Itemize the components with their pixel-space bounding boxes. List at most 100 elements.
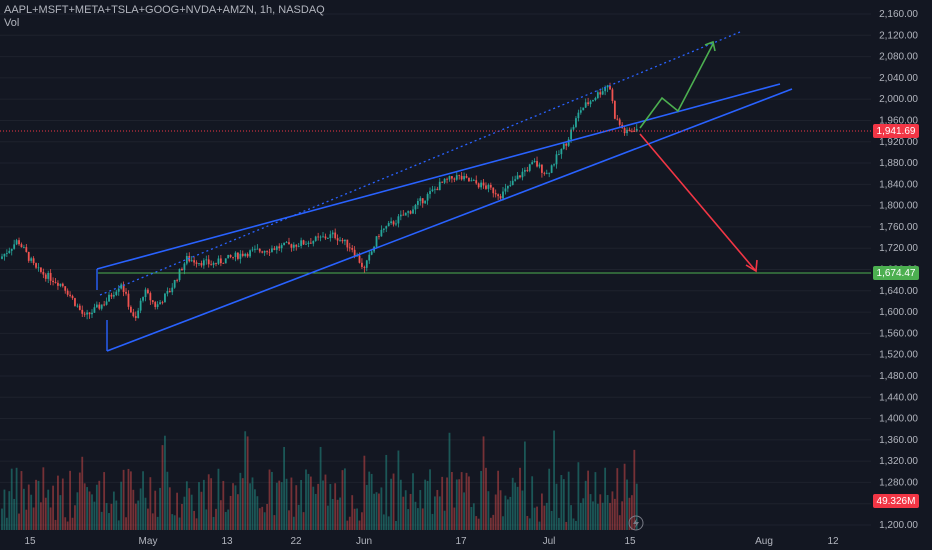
candle-body: [497, 194, 500, 197]
candle-body: [424, 200, 427, 204]
candle-body: [555, 154, 558, 165]
candle-body: [156, 304, 159, 307]
price-tick-label: 2,120.00: [879, 30, 918, 41]
volume-bar: [64, 517, 67, 530]
volume-bar: [635, 483, 638, 530]
candle-body: [171, 287, 174, 293]
candle-body: [531, 162, 534, 165]
volume-bar: [181, 503, 183, 530]
volume-bar: [375, 492, 378, 530]
volume-bar: [302, 512, 305, 530]
volume-bar: [373, 493, 375, 530]
candle-body: [263, 250, 266, 253]
volume-bar: [285, 478, 288, 530]
volume-bar: [579, 502, 582, 530]
channel-lower-line[interactable]: [106, 88, 793, 352]
candle-body: [499, 196, 502, 199]
candle-body: [470, 180, 473, 182]
volume-bar: [317, 483, 320, 530]
candle-body: [395, 223, 397, 225]
candle-body: [412, 209, 414, 214]
volume-bar: [356, 508, 358, 530]
lightning-icon[interactable]: [628, 515, 644, 531]
volume-bar: [446, 477, 448, 530]
volume-bar: [509, 496, 512, 530]
channel-upper-line[interactable]: [96, 83, 781, 270]
volume-bar: [404, 490, 407, 530]
volume-bar: [570, 505, 572, 530]
candle-body: [453, 178, 456, 180]
candle-body: [161, 302, 164, 304]
volume-bar: [86, 487, 89, 530]
volume-value-badge: 49.326M: [873, 494, 919, 508]
volume-bar: [392, 473, 395, 530]
volume-bar: [502, 516, 504, 530]
candle-body: [110, 294, 113, 297]
volume-bar: [244, 431, 247, 530]
time-tick-label: Aug: [755, 536, 773, 547]
volume-bar: [234, 485, 237, 530]
candle-body: [280, 245, 283, 249]
volume-bar: [416, 508, 419, 530]
volume-bar: [27, 484, 30, 530]
candle-body: [322, 236, 324, 238]
volume-bar: [543, 505, 546, 530]
symbol-title[interactable]: AAPL+MSFT+META+TSLA+GOOG+NVDA+AMZN, 1h, …: [4, 4, 325, 16]
volume-bar: [402, 496, 405, 530]
volume-bar: [550, 510, 553, 530]
bearish-projection-arrow[interactable]: [639, 133, 756, 271]
candle-body: [198, 263, 200, 264]
candle-body: [210, 264, 213, 266]
price-axis[interactable]: 2,160.00 2,120.00 2,080.00 2,040.00 2,000.00…: [879, 9, 918, 531]
candle-body: [351, 247, 354, 250]
candle-body: [606, 85, 609, 88]
candle-body: [61, 283, 64, 287]
candle-body: [611, 89, 614, 101]
volume-bar: [232, 483, 234, 530]
volume-bar: [477, 518, 480, 530]
candle-body: [227, 254, 230, 259]
volume-bar: [562, 479, 565, 530]
volume-bar: [5, 517, 8, 530]
volume-bar: [280, 482, 283, 530]
volume-bar: [61, 478, 64, 530]
candle-body: [178, 268, 181, 281]
volume-bar: [195, 518, 198, 530]
volume-bar: [567, 471, 570, 530]
candle-body: [202, 260, 205, 266]
time-axis[interactable]: 15 May 13 22 Jun 17 Jul 15 Aug 12: [24, 536, 839, 547]
volume-bar: [431, 513, 434, 530]
dotted-trend-line[interactable]: [99, 31, 741, 296]
bullish-projection-arrow[interactable]: [639, 43, 714, 129]
price-tick-label: 2,040.00: [879, 73, 918, 84]
volume-bar: [283, 446, 286, 530]
candle-body: [3, 253, 6, 257]
candle-body: [475, 180, 478, 184]
candle-body: [446, 178, 448, 180]
volume-bar: [156, 516, 159, 530]
volume-bar: [13, 498, 16, 530]
volume-bar: [215, 508, 217, 530]
volume-bar: [93, 501, 96, 530]
candle-body: [334, 232, 337, 239]
price-tick-label: 1,200.00: [879, 520, 918, 531]
candle-body: [380, 229, 383, 237]
candle-body: [618, 119, 621, 125]
price-tick-label: 2,080.00: [879, 52, 918, 63]
candle-body: [604, 87, 607, 92]
candle-body: [241, 253, 244, 256]
volume-legend-label[interactable]: Vol: [4, 17, 20, 29]
volume-bar: [419, 490, 422, 530]
candle-body: [234, 252, 237, 257]
volume-bar: [237, 494, 239, 530]
volume-bar: [246, 436, 249, 530]
volume-bar: [117, 520, 120, 530]
volume-bar: [115, 500, 118, 530]
candle-body: [438, 181, 441, 191]
candle-body: [278, 246, 281, 249]
candle-body: [519, 175, 521, 178]
volume-bar: [363, 455, 366, 530]
candle-body: [458, 175, 461, 176]
volume-value-label: 49.326M: [877, 496, 916, 507]
